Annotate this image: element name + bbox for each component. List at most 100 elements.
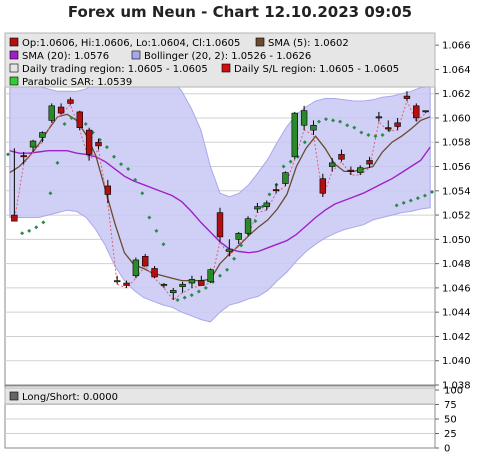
psar-dot	[430, 190, 434, 195]
candle	[85, 127, 93, 161]
candle-body	[113, 280, 121, 283]
y-tick-label: 1.060	[442, 113, 471, 124]
candle-body	[375, 116, 383, 119]
candle	[142, 253, 149, 267]
legend-sma20: SMA (20): 1.0576	[22, 51, 109, 62]
candle-body	[216, 212, 224, 238]
main-y-axis: 1.066 1.064 1.062 1.060 1.058 1.056 1.054 1.052…	[435, 41, 471, 392]
psar-dot	[373, 134, 378, 139]
candle-body	[413, 105, 420, 119]
candle	[291, 111, 298, 160]
psar-dot	[267, 192, 272, 197]
candle	[235, 232, 242, 245]
y-tick-label: 1.038	[442, 381, 471, 392]
candle-body	[357, 167, 364, 173]
candle	[95, 138, 102, 150]
candle	[413, 103, 420, 122]
psar-dot	[359, 130, 364, 135]
y-tick-label: 1.056	[442, 162, 471, 173]
psar-dot	[203, 285, 208, 290]
trading-region-swatch-icon	[9, 63, 19, 73]
psar-dot	[6, 152, 10, 157]
candle-body	[291, 112, 298, 158]
candle-body	[179, 283, 186, 287]
lower-y-tick-label: 0	[444, 444, 450, 455]
sma5-swatch-icon	[255, 37, 265, 47]
psar-dot	[218, 273, 222, 278]
candle	[272, 183, 280, 194]
lower-y-tick-label: 100	[444, 386, 463, 397]
y-tick-label: 1.066	[442, 41, 471, 52]
psar-dot	[288, 159, 293, 164]
long-short-swatch-icon	[9, 391, 19, 401]
y-tick-label: 1.040	[442, 356, 471, 367]
psar-dot	[380, 132, 385, 137]
psar-dot	[154, 228, 159, 233]
ohlc-swatch-icon	[9, 37, 19, 47]
candle	[310, 120, 317, 135]
candle-body	[263, 202, 270, 207]
sma20-path	[9, 146, 431, 254]
candle-body	[198, 280, 205, 286]
candle	[338, 149, 345, 162]
y-tick-label: 1.048	[442, 259, 471, 270]
psar-dot	[352, 125, 357, 130]
candle	[357, 165, 364, 176]
legend-psar: Parabolic SAR: 1.0539	[22, 77, 132, 88]
y-tick-label: 1.044	[442, 308, 471, 319]
candle	[207, 268, 214, 284]
psar-dot	[112, 154, 116, 159]
psar-dot	[338, 119, 343, 124]
candle-body	[394, 122, 401, 127]
candle-body	[85, 129, 93, 155]
lower-y-tick-label: 50	[444, 415, 457, 426]
bollinger-swatch-icon	[131, 50, 141, 60]
psar-dot	[55, 160, 60, 165]
psar-dot	[62, 122, 67, 127]
candle	[347, 166, 355, 176]
psar-dot	[225, 267, 230, 272]
psar-dot	[316, 119, 321, 124]
candle-body	[310, 124, 317, 131]
lower-y-tick-label: 75	[444, 400, 457, 411]
psar-dot	[133, 177, 138, 182]
candle-body	[422, 110, 429, 113]
psar-dot	[126, 166, 131, 171]
psar-dot	[394, 203, 399, 208]
y-tick-label: 1.058	[442, 138, 471, 149]
psar-dot	[83, 122, 88, 127]
candle-body	[20, 155, 27, 158]
sma20-swatch-icon	[9, 50, 19, 60]
sma20-line	[9, 146, 431, 254]
sl-region-swatch-icon	[221, 63, 231, 73]
candle	[20, 151, 27, 165]
psar-dot	[324, 117, 328, 122]
low-connector-path	[13, 99, 427, 301]
psar-dot	[253, 219, 258, 224]
candle	[76, 110, 83, 131]
candle	[300, 105, 308, 131]
candle-body	[338, 154, 345, 160]
psar-dot	[34, 225, 39, 230]
parabolic-sar-dots	[6, 115, 434, 303]
candlesticks	[11, 91, 429, 301]
lower-legend-box	[4, 387, 436, 405]
psar-dot	[147, 215, 152, 220]
candle-body	[104, 185, 112, 195]
y-tick-label: 1.054	[442, 186, 471, 197]
candle-body	[123, 282, 130, 286]
candle	[39, 131, 46, 143]
candle	[67, 97, 74, 105]
candle-body	[235, 232, 242, 240]
legend-daily-trading-region: Daily trading region: 1.0605 - 1.0605	[22, 64, 208, 75]
psar-dot	[104, 145, 109, 150]
candle-body	[57, 106, 65, 114]
candle	[366, 156, 373, 168]
candle	[29, 139, 37, 152]
psar-dot	[140, 191, 145, 196]
psar-dot	[260, 204, 265, 209]
candle-body	[319, 178, 327, 194]
candle-body	[226, 248, 233, 252]
candle-body	[300, 110, 308, 126]
